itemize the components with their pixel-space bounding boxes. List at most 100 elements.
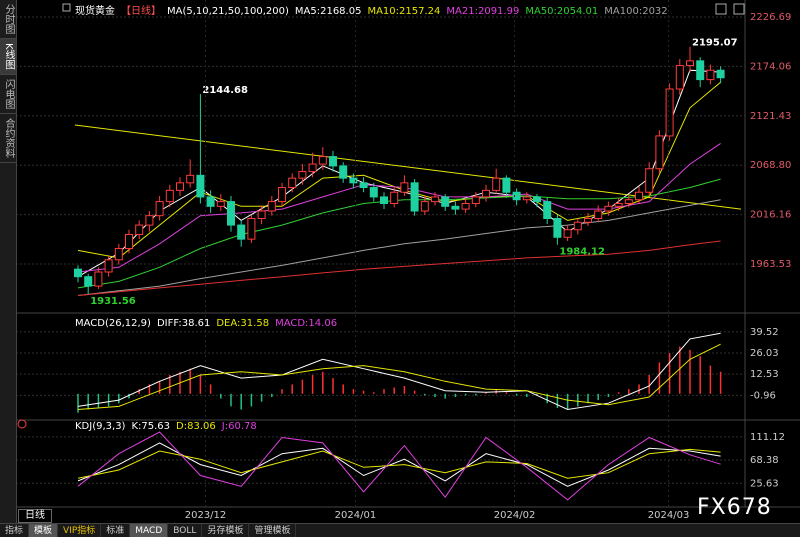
y-tick-label: 2226.69 bbox=[750, 12, 791, 23]
candle-body bbox=[186, 174, 195, 184]
panel-header: KDJ(9,3,3) K75.63 D83.06 J60.78 bbox=[75, 421, 758, 432]
x-tick-label: 2024/03 bbox=[648, 510, 690, 521]
y-tick-label: 25.63 bbox=[750, 478, 779, 489]
legend-name: MA21 bbox=[446, 6, 478, 17]
legend-value: 83.06 bbox=[187, 421, 216, 432]
candle-body bbox=[543, 201, 552, 220]
toolbar-item[interactable]: 另存模板 bbox=[202, 524, 250, 537]
panel-header: 现货黄金【日线】 MA(5,10,21,50,100,200) MA52168.05… bbox=[75, 2, 758, 17]
candle-body bbox=[135, 224, 144, 235]
side-tab[interactable]: K线图 bbox=[0, 39, 16, 75]
candle-body bbox=[298, 171, 307, 179]
indicator-line bbox=[77, 442, 721, 487]
indicator-label: MA(5,10,21,50,100,200) bbox=[167, 6, 289, 17]
legend-name: DIFF bbox=[157, 318, 182, 329]
legend-value: 2054.01 bbox=[556, 6, 599, 17]
candle-body bbox=[176, 182, 184, 191]
candle-body bbox=[645, 168, 654, 193]
panel-header: MACD(26,12,9) DIFF38.61 DEA31.58 MACD14.06 bbox=[75, 318, 758, 329]
candle-body bbox=[675, 65, 684, 90]
candle-body bbox=[288, 177, 297, 189]
y-tick-label: 2121.43 bbox=[750, 111, 791, 122]
y-tick-label: 2174.06 bbox=[750, 61, 791, 72]
candle-body bbox=[369, 187, 378, 198]
candle-body bbox=[482, 189, 490, 198]
candle-body bbox=[522, 196, 531, 201]
legend-name: MA10 bbox=[367, 6, 399, 17]
candle-body bbox=[655, 135, 664, 170]
toolbar-item[interactable]: VIP指标 bbox=[58, 524, 102, 537]
window-button[interactable] bbox=[715, 3, 727, 15]
candle-body bbox=[686, 60, 694, 67]
legend-value: 14.06 bbox=[308, 318, 338, 329]
side-tab[interactable]: 合约资料 bbox=[0, 114, 16, 163]
indicator-label: KDJ(9,3,3) bbox=[75, 421, 126, 432]
indicator-line bbox=[77, 431, 721, 501]
ma-line bbox=[77, 199, 721, 296]
legend-name: MA50 bbox=[525, 6, 557, 17]
candle-body bbox=[420, 201, 429, 212]
settings-icon[interactable] bbox=[62, 3, 71, 12]
toolbar-item[interactable]: MACD bbox=[130, 524, 169, 537]
legend-name: J bbox=[222, 421, 228, 432]
legend-value: 60.78 bbox=[228, 421, 257, 432]
y-tick-label: 2068.80 bbox=[750, 160, 791, 171]
candle-body bbox=[441, 196, 450, 207]
candle-body bbox=[563, 229, 572, 238]
candle-body bbox=[400, 182, 409, 193]
candle-body bbox=[614, 202, 623, 207]
candle-body bbox=[125, 233, 133, 250]
candle-body bbox=[339, 165, 348, 179]
candle-body bbox=[461, 202, 470, 210]
trend-line bbox=[74, 124, 742, 210]
indicator-line bbox=[77, 332, 721, 411]
settings-icon[interactable] bbox=[17, 419, 27, 429]
toolbar-item[interactable]: 模板 bbox=[29, 524, 59, 537]
candle-body bbox=[74, 268, 82, 278]
toolbar-item[interactable]: 管理模板 bbox=[249, 524, 297, 537]
legend-value: 38.61 bbox=[181, 318, 211, 329]
candle-body bbox=[227, 201, 235, 226]
side-tab[interactable]: 分时图 bbox=[0, 0, 16, 39]
legend-value: 2168.05 bbox=[320, 6, 362, 17]
toolbar: 指标 模板 VIP指标 标准 MACD BOLL 另存模板 管理模板 bbox=[0, 523, 800, 537]
chart: 2226.69 2174.06 2121.43 2068.80 2016.16 1963.… bbox=[16, 0, 800, 523]
candle-body bbox=[104, 259, 113, 273]
side-tab[interactable]: 闪电图 bbox=[0, 75, 16, 114]
y-tick-label: 2016.16 bbox=[750, 210, 791, 221]
candle-body bbox=[94, 271, 103, 287]
toolbar-item[interactable]: 标准 bbox=[101, 524, 131, 537]
low-label: 1931.56 bbox=[90, 296, 136, 307]
ma-line bbox=[77, 240, 721, 296]
candle-body bbox=[247, 218, 256, 240]
legend-name: MA5 bbox=[295, 6, 320, 17]
candle-body bbox=[451, 205, 460, 210]
candle-body bbox=[257, 210, 266, 220]
candle-body bbox=[573, 221, 582, 231]
candle-body bbox=[84, 276, 93, 287]
sidebar: 分时图 K线图 闪电图 合约资料 bbox=[0, 0, 17, 523]
candle-body bbox=[390, 191, 399, 204]
y-tick-label: 68.38 bbox=[750, 455, 779, 466]
indicator-line bbox=[77, 343, 721, 410]
y-tick-label: 111.12 bbox=[750, 432, 785, 443]
legend-name: DEA bbox=[216, 318, 240, 329]
candle-body bbox=[165, 189, 174, 203]
candle-body bbox=[216, 201, 225, 207]
candle-body bbox=[278, 187, 286, 203]
candle-body bbox=[359, 182, 368, 189]
toolbar-item[interactable]: BOLL bbox=[168, 524, 203, 537]
y-tick-label: -0.96 bbox=[750, 390, 776, 401]
legend-value: 2157.24 bbox=[399, 6, 441, 17]
y-tick-label: 39.52 bbox=[750, 327, 779, 338]
indicator-label: MACD(26,12,9) bbox=[75, 318, 151, 329]
period-button[interactable]: 日线 bbox=[18, 509, 52, 523]
toolbar-item[interactable]: 指标 bbox=[0, 524, 30, 537]
candle-body bbox=[584, 218, 592, 223]
instrument-title: 现货黄金 bbox=[75, 6, 115, 17]
legend-value: 2091.99 bbox=[477, 6, 520, 17]
panel bbox=[16, 16, 745, 296]
x-tick-label: 2024/02 bbox=[494, 510, 536, 521]
window-button[interactable] bbox=[733, 3, 745, 15]
